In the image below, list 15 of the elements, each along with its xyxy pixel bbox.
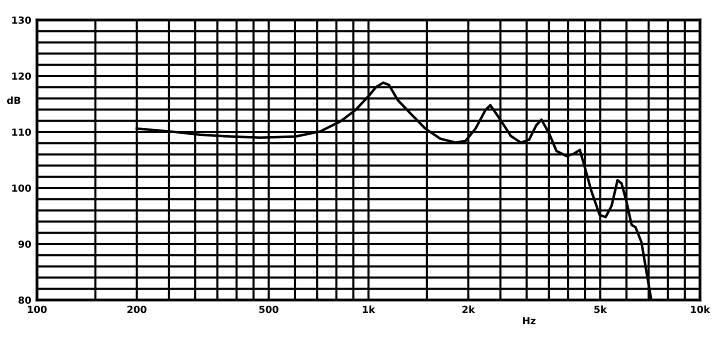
x-tick-label: 500 — [259, 306, 278, 314]
y-axis-title: dB — [7, 96, 20, 104]
x-tick-label: 1k — [362, 306, 376, 313]
y-tick-label: 90 — [18, 240, 31, 248]
y-tick-label: 80 — [18, 296, 31, 304]
x-tick-label: 10k — [691, 306, 710, 314]
y-tick-label: 110 — [12, 128, 31, 136]
x-tick-label: 100 — [28, 306, 47, 314]
y-tick-label: 130 — [12, 16, 31, 24]
y-tick-label: 120 — [12, 72, 31, 80]
x-axis-title: Hz — [523, 317, 536, 324]
x-tick-label: 5k — [594, 306, 608, 314]
x-tick-label: 2k — [462, 306, 476, 313]
y-tick-label: 100 — [12, 184, 31, 192]
x-tick-label: 200 — [127, 306, 146, 314]
